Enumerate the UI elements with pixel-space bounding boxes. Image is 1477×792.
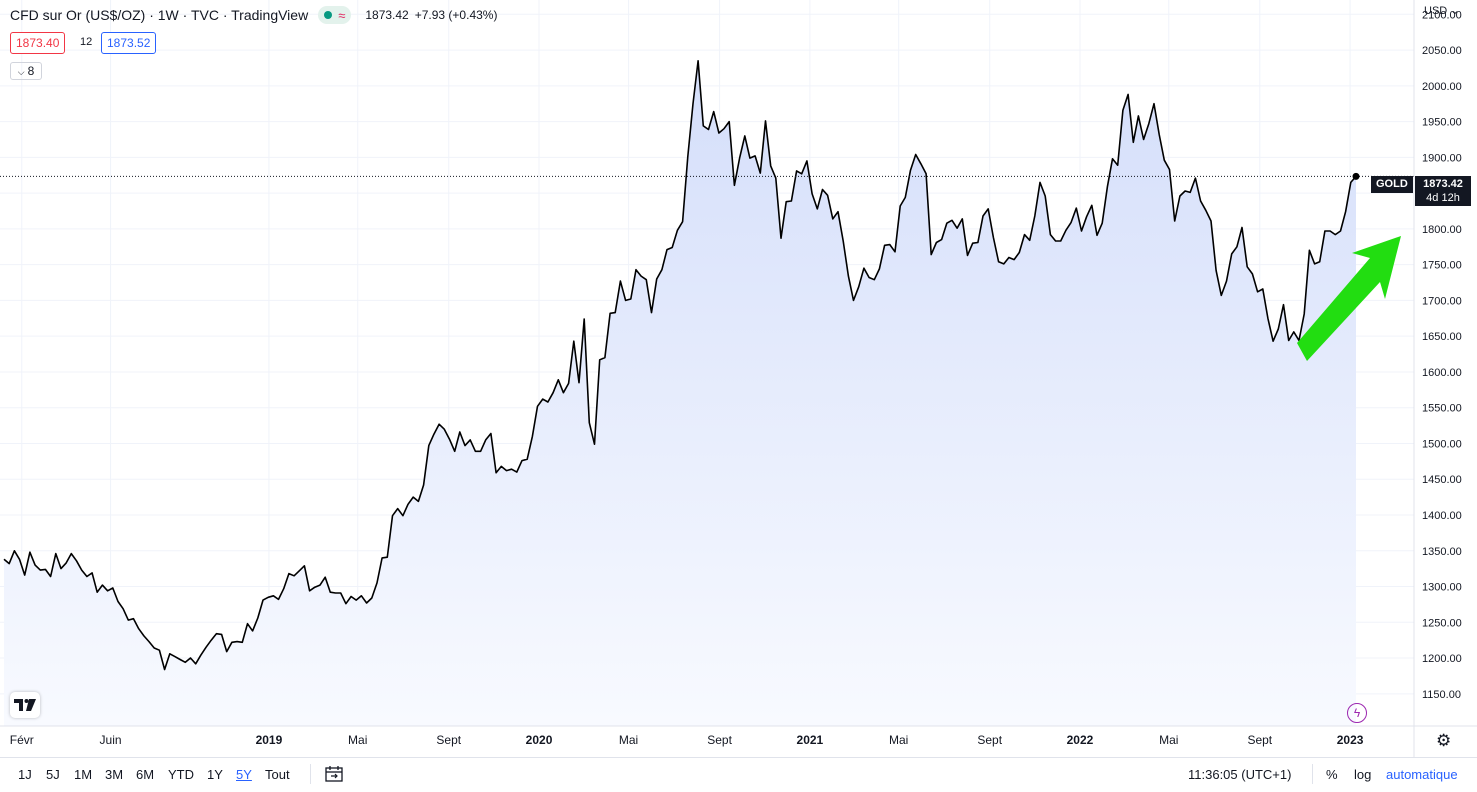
time-axis[interactable]: Févr Juin 2019 Mai Sept 2020 Mai Sept 2021 Mai Sep… [10, 733, 1364, 747]
symbol-tag: GOLD [1371, 176, 1413, 193]
time-tick-label: 2022 [1067, 733, 1094, 747]
price-tick-label: 2100.00 [1422, 9, 1462, 21]
price-axis[interactable]: 1150.00 1200.00 1250.00 1300.00 1350.00 1400.… [1422, 9, 1462, 701]
time-tick-label: Sept [1247, 733, 1272, 747]
price-tick-label: 2000.00 [1422, 81, 1462, 93]
price-tick-label: 1300.00 [1422, 582, 1462, 594]
log-scale-toggle[interactable]: log [1354, 767, 1372, 782]
price-tick-label: 1600.00 [1422, 367, 1462, 379]
range-1y[interactable]: 1Y [207, 767, 223, 782]
bottom-toolbar: 1J 5J 1M 3M 6M YTD 1Y 5Y Tout 11:36:05 (… [0, 757, 1477, 792]
time-tick-label: 2023 [1337, 733, 1364, 747]
price-tag-value: 1873.42 [1423, 178, 1463, 190]
chevron-down-icon: ⌄ [1450, 5, 1460, 17]
range-1m[interactable]: 1M [74, 767, 93, 782]
calendar-range-icon[interactable] [325, 766, 343, 785]
price-tick-label: 1800.00 [1422, 224, 1462, 236]
price-tick-label: 1450.00 [1422, 474, 1462, 486]
price-tick-label: 1650.00 [1422, 331, 1462, 343]
buy-price-button[interactable]: 1873.52 [101, 32, 157, 54]
price-tick-label: 1550.00 [1422, 403, 1462, 415]
time-tick-label: 2021 [797, 733, 824, 747]
price-line [3, 60, 1357, 671]
indicators-count: 8 [27, 64, 35, 78]
price-tick-label: 1200.00 [1422, 653, 1462, 665]
tv-mark-icon [14, 699, 36, 711]
price-tick-label: 1700.00 [1422, 295, 1462, 307]
divider [310, 764, 311, 784]
time-tick-label: Févr [10, 733, 34, 747]
time-tick-label: 2019 [256, 733, 283, 747]
time-tick-label: Sept [707, 733, 732, 747]
chevron-down-icon: ⌵ [17, 67, 25, 77]
time-tick-label: Mai [889, 733, 908, 747]
time-tick-label: Sept [977, 733, 1002, 747]
price-tick-label: 2050.00 [1422, 45, 1462, 57]
price-tick-label: 1500.00 [1422, 438, 1462, 450]
range-all[interactable]: Tout [265, 767, 290, 782]
time-tick-label: Mai [348, 733, 367, 747]
lightning-icon[interactable]: ϟ [1347, 703, 1367, 723]
last-price-dot [1352, 172, 1360, 180]
symbol-title[interactable]: CFD sur Or (US$/OZ) · 1W · TVC · Trading… [10, 7, 309, 23]
time-tick-label: Mai [619, 733, 638, 747]
range-3m[interactable]: 3M [105, 767, 124, 782]
spread-value: 12 [80, 36, 93, 48]
price-tick-label: 1350.00 [1422, 546, 1462, 558]
price-tick-label: 1400.00 [1422, 510, 1462, 522]
time-tick-label: Sept [436, 733, 461, 747]
range-ytd[interactable]: YTD [168, 767, 194, 782]
currency-label: USD [1424, 5, 1448, 17]
delayed-data-icon: ≈ [338, 7, 346, 23]
green-up-arrow [1297, 236, 1401, 361]
divider [1312, 764, 1313, 784]
price-area [4, 60, 1356, 727]
range-5y[interactable]: 5Y [236, 767, 252, 782]
price-tick-label: 1950.00 [1422, 117, 1462, 129]
time-tick-label: 2020 [526, 733, 553, 747]
price-tick-label: 1150.00 [1422, 689, 1461, 701]
market-status-pill[interactable]: ≈ [318, 6, 352, 24]
clock-time[interactable]: 11:36:05 (UTC+1) [1188, 767, 1292, 782]
price-tick-label: 1900.00 [1422, 152, 1462, 164]
indicators-toggle[interactable]: ⌵ 8 [10, 62, 42, 80]
range-5j[interactable]: 5J [46, 767, 60, 782]
currency-selector[interactable]: USD ⌄ [1424, 4, 1460, 17]
sell-price-button[interactable]: 1873.40 [10, 32, 66, 54]
auto-scale-toggle[interactable]: automatique [1386, 767, 1458, 782]
price-change: +7.93 (+0.43%) [414, 8, 498, 22]
chart-header: CFD sur Or (US$/OZ) · 1W · TVC · Trading… [10, 6, 497, 24]
time-tick-label: Mai [1159, 733, 1178, 747]
tradingview-logo-icon[interactable] [10, 692, 40, 718]
time-tick-label: Juin [100, 733, 122, 747]
price-tag: 1873.42 4d 12h [1415, 176, 1471, 206]
price-tick-label: 1750.00 [1422, 260, 1462, 272]
market-open-icon [324, 11, 333, 19]
range-6m[interactable]: 6M [136, 767, 155, 782]
bar-countdown: 4d 12h [1426, 192, 1460, 204]
range-1j[interactable]: 1J [18, 767, 32, 782]
last-price: 1873.42 [365, 8, 409, 22]
gear-icon[interactable]: ⚙ [1436, 731, 1452, 750]
price-tick-label: 1250.00 [1422, 617, 1462, 629]
percent-scale-toggle[interactable]: % [1326, 767, 1338, 782]
